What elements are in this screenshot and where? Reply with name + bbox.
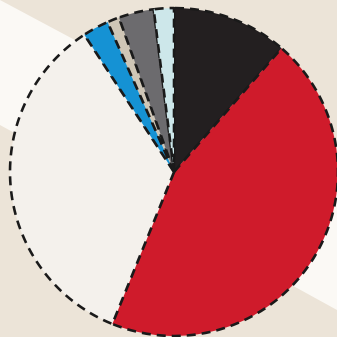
pie-slice-2 bbox=[111, 46, 337, 337]
pie-slice-6 bbox=[117, 7, 176, 174]
pie-slice-3 bbox=[8, 33, 176, 326]
pie-slice-7 bbox=[152, 6, 176, 174]
pie-slice-4 bbox=[83, 20, 176, 174]
pie-slice-5 bbox=[106, 16, 176, 174]
pie-slice-1 bbox=[172, 6, 283, 174]
pie-slices bbox=[8, 6, 337, 337]
